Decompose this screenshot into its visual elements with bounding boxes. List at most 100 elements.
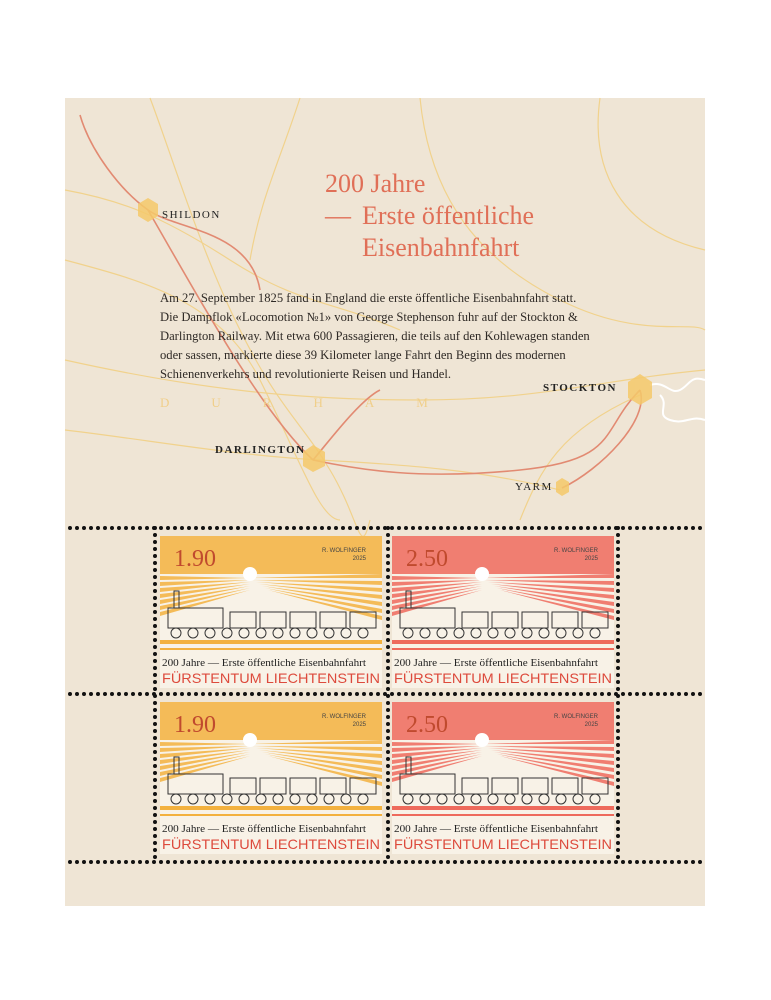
sun-ray bbox=[160, 756, 250, 782]
sun-ray bbox=[160, 580, 250, 586]
stamp-block: 1.90 R. WOLFINGER 2025 200 Jahre — Erste öf… bbox=[160, 536, 614, 854]
sun-ray bbox=[392, 576, 482, 580]
sun-ray bbox=[392, 580, 482, 586]
sun-ray bbox=[392, 582, 482, 592]
sun-ray bbox=[392, 750, 482, 764]
sun-ray bbox=[491, 750, 614, 765]
wheel bbox=[436, 793, 448, 805]
town-markers bbox=[138, 198, 652, 496]
wheel bbox=[487, 793, 499, 805]
wheel bbox=[323, 627, 335, 639]
rail bbox=[392, 648, 614, 650]
wheel bbox=[221, 627, 233, 639]
sun-ray bbox=[392, 756, 482, 782]
wheel bbox=[555, 793, 567, 805]
rail bbox=[392, 640, 614, 644]
rail bbox=[160, 648, 382, 650]
sun-ray bbox=[253, 746, 382, 751]
sun-ray bbox=[262, 586, 382, 606]
stamp: 1.90 R. WOLFINGER 2025 200 Jahre — Erste öf… bbox=[160, 702, 382, 854]
rail bbox=[392, 806, 614, 810]
wheel bbox=[204, 627, 216, 639]
perforations bbox=[68, 526, 707, 864]
sun-ray bbox=[392, 754, 482, 776]
wheel bbox=[170, 793, 182, 805]
wheel bbox=[272, 793, 284, 805]
wheel bbox=[306, 793, 318, 805]
place-label: SHILDON bbox=[162, 209, 221, 221]
wagon bbox=[491, 777, 519, 795]
sun-ray bbox=[160, 590, 250, 616]
wheel bbox=[340, 793, 352, 805]
wagon bbox=[259, 611, 287, 629]
locomotive bbox=[167, 607, 224, 629]
region-label: DURHAM bbox=[160, 395, 470, 410]
wheel bbox=[572, 627, 584, 639]
locomotive bbox=[399, 607, 456, 629]
chimney bbox=[405, 590, 412, 609]
wheel bbox=[453, 627, 465, 639]
sun-ray bbox=[392, 746, 482, 752]
sun-ray bbox=[482, 574, 614, 578]
wheel bbox=[323, 793, 335, 805]
wheel bbox=[255, 793, 267, 805]
title-line: Eisenbahnfahrt bbox=[362, 233, 520, 262]
wagon bbox=[491, 611, 519, 629]
place-label: DARLINGTON bbox=[215, 444, 306, 456]
stamp-year: 2025 bbox=[353, 722, 367, 728]
sun-ray bbox=[253, 580, 382, 585]
sun-ray bbox=[262, 752, 382, 772]
stamp-year: 2025 bbox=[585, 722, 599, 728]
wheel bbox=[521, 793, 533, 805]
title-line: 200 Jahre bbox=[325, 169, 425, 198]
sun-ray bbox=[160, 754, 250, 776]
stamp-sky bbox=[160, 702, 382, 740]
wheel bbox=[470, 627, 482, 639]
rail bbox=[392, 814, 614, 816]
sun-ray bbox=[160, 752, 250, 770]
body-line: oder sassen, markierte diese 39 Kilomete… bbox=[160, 348, 566, 362]
wheel bbox=[289, 793, 301, 805]
body-text: Am 27. September 1825 fand in England di… bbox=[160, 291, 590, 381]
wheel bbox=[340, 627, 352, 639]
sun-ray bbox=[256, 748, 382, 758]
train bbox=[167, 590, 377, 639]
sun-ray bbox=[392, 752, 482, 770]
wheel bbox=[419, 627, 431, 639]
wheel bbox=[487, 627, 499, 639]
wheel bbox=[187, 793, 199, 805]
train bbox=[167, 756, 377, 805]
wagon bbox=[521, 611, 549, 629]
stamp-country: FÜRSTENTUM LIECHTENSTEIN bbox=[394, 669, 612, 686]
wheel bbox=[272, 627, 284, 639]
wheel bbox=[504, 627, 516, 639]
wheel bbox=[572, 793, 584, 805]
sun-ray bbox=[497, 588, 614, 613]
place-label: STOCKTON bbox=[543, 382, 617, 394]
sun-ray bbox=[160, 582, 250, 592]
rail bbox=[160, 806, 382, 810]
stamp: 2.50 R. WOLFINGER 2025 200 Jahre — Erste öf… bbox=[392, 536, 614, 688]
wagon bbox=[521, 777, 549, 795]
train bbox=[399, 590, 609, 639]
sun bbox=[475, 567, 489, 581]
train bbox=[399, 756, 609, 805]
wheel bbox=[357, 793, 369, 805]
wheel bbox=[170, 627, 182, 639]
rail bbox=[160, 640, 382, 644]
stamp-sky bbox=[392, 702, 614, 740]
wagon bbox=[289, 777, 317, 795]
wagon bbox=[319, 777, 347, 795]
rail bbox=[160, 814, 382, 816]
stamp-caption: 200 Jahre — Erste öffentliche Eisenbahnf… bbox=[394, 658, 598, 669]
body-line: Darlington Railway. Mit etwa 600 Passagi… bbox=[160, 329, 590, 343]
stamp-designer: R. WOLFINGER bbox=[322, 548, 367, 554]
sun-ray bbox=[494, 586, 614, 606]
sun-ray bbox=[491, 584, 614, 599]
sun-ray bbox=[259, 750, 382, 765]
sun-ray bbox=[392, 586, 482, 604]
wagon bbox=[551, 611, 579, 629]
wagon bbox=[259, 777, 287, 795]
locomotive bbox=[167, 773, 224, 795]
